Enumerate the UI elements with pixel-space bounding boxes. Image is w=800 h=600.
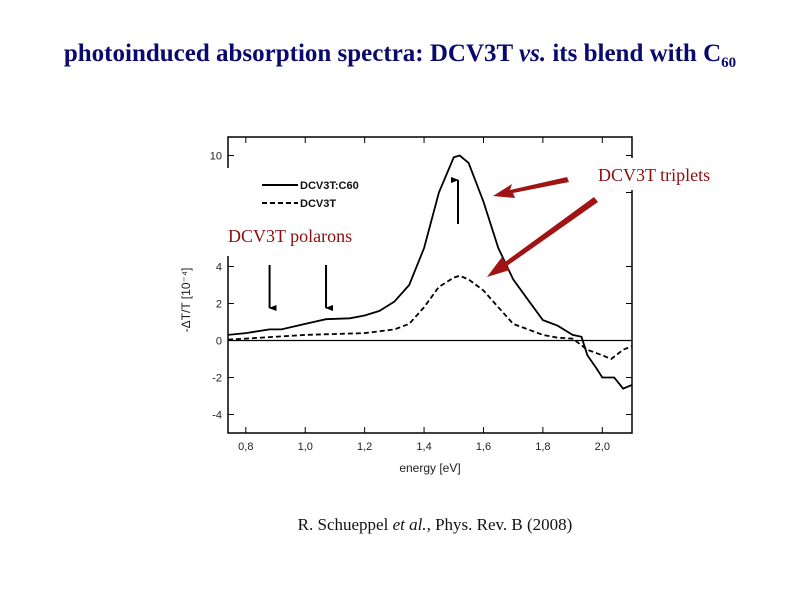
series-line-dcv3t (227, 274, 633, 361)
red-arrow-icon (493, 177, 569, 198)
annotation-background (570, 158, 740, 190)
y-tick-label: 0 (216, 336, 222, 348)
y-tick-label: -4 (212, 410, 222, 422)
x-tick-label: 1,2 (357, 441, 372, 453)
plot-frame (227, 136, 633, 434)
y-tick-label: 4 (216, 262, 222, 274)
x-tick-label: 1,0 (298, 441, 313, 453)
x-tick-label: 1,6 (476, 441, 491, 453)
y-tick-label: 2 (216, 299, 222, 311)
series-line-dcv3t-c60 (227, 154, 633, 390)
legend-background (200, 168, 390, 218)
x-tick-label: 1,4 (416, 441, 431, 453)
y-axis-label: -ΔT/T [10⁻⁴] (179, 268, 193, 333)
x-axis-label: energy [eV] (399, 461, 460, 475)
slide-title: photoinduced absorption spectra: DCV3T v… (63, 40, 737, 71)
y-tick-label: 10 (210, 151, 222, 163)
x-tick-label: 2,0 (595, 441, 610, 453)
legend-label: DCV3T:C60 (300, 180, 359, 192)
y-tick-label: -2 (212, 373, 222, 385)
annotation-background (200, 218, 390, 256)
x-tick-label: 1,8 (535, 441, 550, 453)
red-arrow-icon (487, 197, 598, 277)
annotation-triplets: DCV3T triplets (598, 165, 710, 185)
citation: R. Schueppel et al., Phys. Rev. B (2008) (297, 515, 573, 534)
annotation-polarons: DCV3T polarons (228, 226, 352, 246)
x-tick-label: 0,8 (238, 441, 253, 453)
legend-label: DCV3T (300, 198, 336, 210)
legend: DCV3T:C60 DCV3T (262, 180, 359, 210)
